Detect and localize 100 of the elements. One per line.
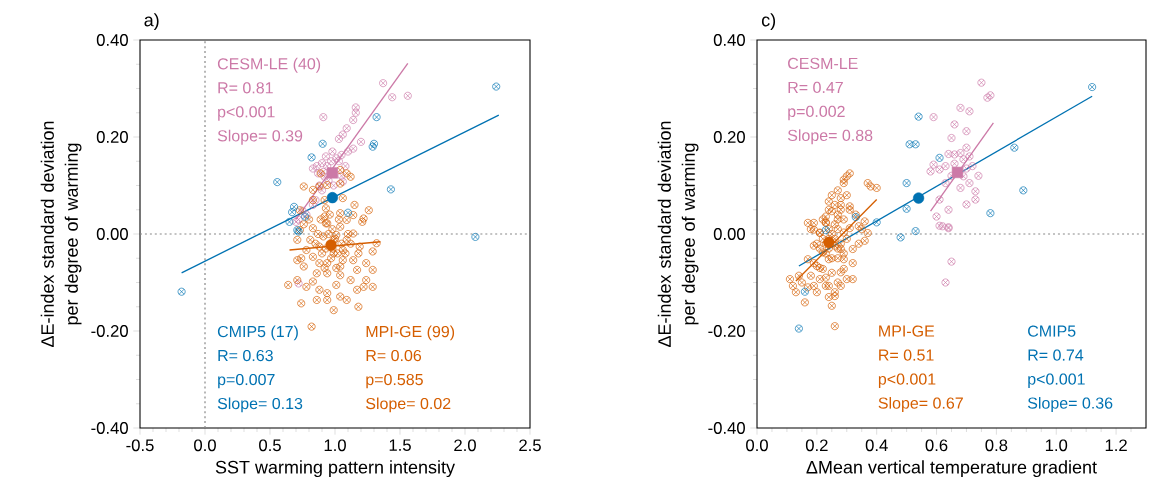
x-tick-label: 1.5 <box>389 439 411 452</box>
point <box>938 222 947 231</box>
annotation: p=0.002 <box>788 105 845 121</box>
point <box>471 232 480 241</box>
chart-title: c) <box>761 13 776 30</box>
text: CMIP5 (17) <box>217 325 298 341</box>
annotation: Slope= 0.67 <box>878 397 963 412</box>
point <box>932 212 941 221</box>
point <box>341 162 350 171</box>
point <box>368 142 377 151</box>
x-tick-label: 0.6 <box>925 439 948 452</box>
point <box>935 153 944 162</box>
point <box>312 162 321 171</box>
x-tick-label: 0.2 <box>805 439 828 452</box>
y-tick-label: -0.40 <box>708 422 745 434</box>
point <box>965 179 974 188</box>
point <box>950 159 959 168</box>
point <box>935 195 944 204</box>
point <box>911 140 920 149</box>
y-axis-title: ΔE-index standard deviation per degree of warming <box>40 121 82 348</box>
annotation: Slope= 0.13 <box>217 397 303 413</box>
point <box>823 236 835 248</box>
point <box>492 82 501 91</box>
point <box>974 171 983 180</box>
point <box>344 208 352 217</box>
point <box>370 139 378 148</box>
text: CMIP5 <box>1028 325 1076 337</box>
point <box>947 134 956 142</box>
point <box>372 113 381 122</box>
point <box>403 91 412 100</box>
point <box>308 200 317 209</box>
y-axis-title: ΔE-index standard deviation per degree of warming <box>657 121 699 348</box>
point <box>320 172 329 181</box>
point <box>334 135 343 143</box>
point <box>965 152 974 161</box>
point <box>326 167 339 179</box>
y-tick-label: 0.00 <box>96 228 128 240</box>
point <box>912 192 925 204</box>
text: MPI-GE <box>879 325 935 337</box>
annotation: p=0.585 <box>366 373 423 389</box>
annotation: R= 0.06 <box>366 349 422 362</box>
point <box>959 172 968 181</box>
point <box>902 204 911 213</box>
y-tick-label: 0.20 <box>713 131 745 143</box>
text: CESM-LE <box>788 57 858 70</box>
point <box>956 149 965 157</box>
point <box>337 171 346 180</box>
point <box>332 154 341 163</box>
point <box>308 164 317 173</box>
annotation: R= 0.74 <box>1028 349 1084 361</box>
annotation: Slope= 0.36 <box>1027 397 1113 412</box>
point <box>351 103 360 112</box>
point <box>294 215 303 224</box>
point <box>328 147 337 156</box>
y-tick-label: 0.20 <box>96 131 128 143</box>
point <box>902 179 911 188</box>
point <box>962 127 971 136</box>
series-label: MPI-GE (99) <box>366 325 455 341</box>
annotation: Slope= 0.39 <box>217 129 303 145</box>
point <box>872 218 881 227</box>
point <box>323 162 332 171</box>
point <box>944 205 953 214</box>
point <box>290 202 298 211</box>
point <box>941 179 950 188</box>
point <box>349 116 358 124</box>
point <box>965 107 974 116</box>
point <box>324 176 333 185</box>
y-tick-label: 0.00 <box>713 228 745 240</box>
y-tick-label: -0.20 <box>91 325 128 337</box>
point <box>956 103 965 112</box>
point <box>288 208 297 217</box>
point <box>1019 186 1028 195</box>
point <box>273 178 282 187</box>
point <box>337 151 346 159</box>
point <box>329 181 338 190</box>
point <box>962 164 971 173</box>
annotation: R= 0.51 <box>879 349 934 361</box>
point <box>926 167 935 176</box>
annotation: Slope= 0.88 <box>787 129 873 145</box>
point <box>386 185 395 194</box>
annotation: p<0.001 <box>1028 373 1085 388</box>
point <box>177 287 186 296</box>
point <box>307 153 316 162</box>
point <box>321 152 330 161</box>
point <box>319 113 328 122</box>
point <box>794 324 803 333</box>
chart-title: a) <box>144 13 159 30</box>
point <box>388 93 397 102</box>
point <box>941 278 950 287</box>
y-tick-label: 0.40 <box>713 34 745 46</box>
point <box>357 137 365 146</box>
point <box>292 217 300 226</box>
point <box>950 150 959 159</box>
point <box>983 93 992 102</box>
x-axis-title: ΔMean vertical temperature gradient <box>806 460 1097 478</box>
point <box>947 257 956 266</box>
x-tick-label: 0.4 <box>865 439 888 452</box>
x-tick-label: 0.8 <box>985 439 1008 452</box>
x-tick-label: 1.0 <box>1045 439 1068 452</box>
point <box>334 157 343 166</box>
